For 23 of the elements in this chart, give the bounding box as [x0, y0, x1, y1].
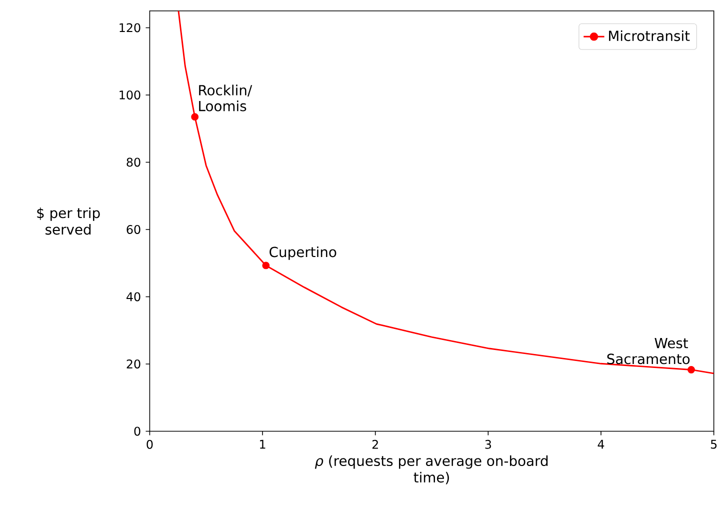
x-tick-label: 2 — [372, 440, 378, 449]
y-tick-label: 60 — [126, 225, 140, 234]
y-tick-label: 20 — [126, 360, 140, 369]
legend-label: Microtransit — [609, 30, 690, 42]
y-tick-label: 120 — [120, 23, 140, 32]
y-axis-title: $ per trip served — [37, 208, 100, 235]
y-tick-label: 100 — [120, 90, 140, 100]
x-axis-title: ρ (requests per average on-board time) — [314, 456, 548, 484]
x-tick-label: 1 — [260, 440, 266, 449]
point — [191, 113, 199, 121]
annotation: Cupertino — [270, 246, 336, 260]
annotation: Rocklin/ Loomis — [199, 84, 252, 112]
line-series — [178, 11, 714, 374]
x-tick-label: 3 — [485, 440, 491, 450]
y-tick-label: 80 — [126, 158, 140, 167]
point — [688, 366, 695, 374]
x-tick-label: 0 — [146, 440, 153, 450]
y-tick-label: 40 — [126, 292, 140, 302]
y-tick-label: 0 — [134, 426, 140, 436]
point — [262, 262, 270, 270]
x-tick-label: 5 — [710, 440, 717, 449]
annotation: West Sacramento — [607, 338, 690, 364]
x-tick-label: 4 — [598, 440, 604, 449]
